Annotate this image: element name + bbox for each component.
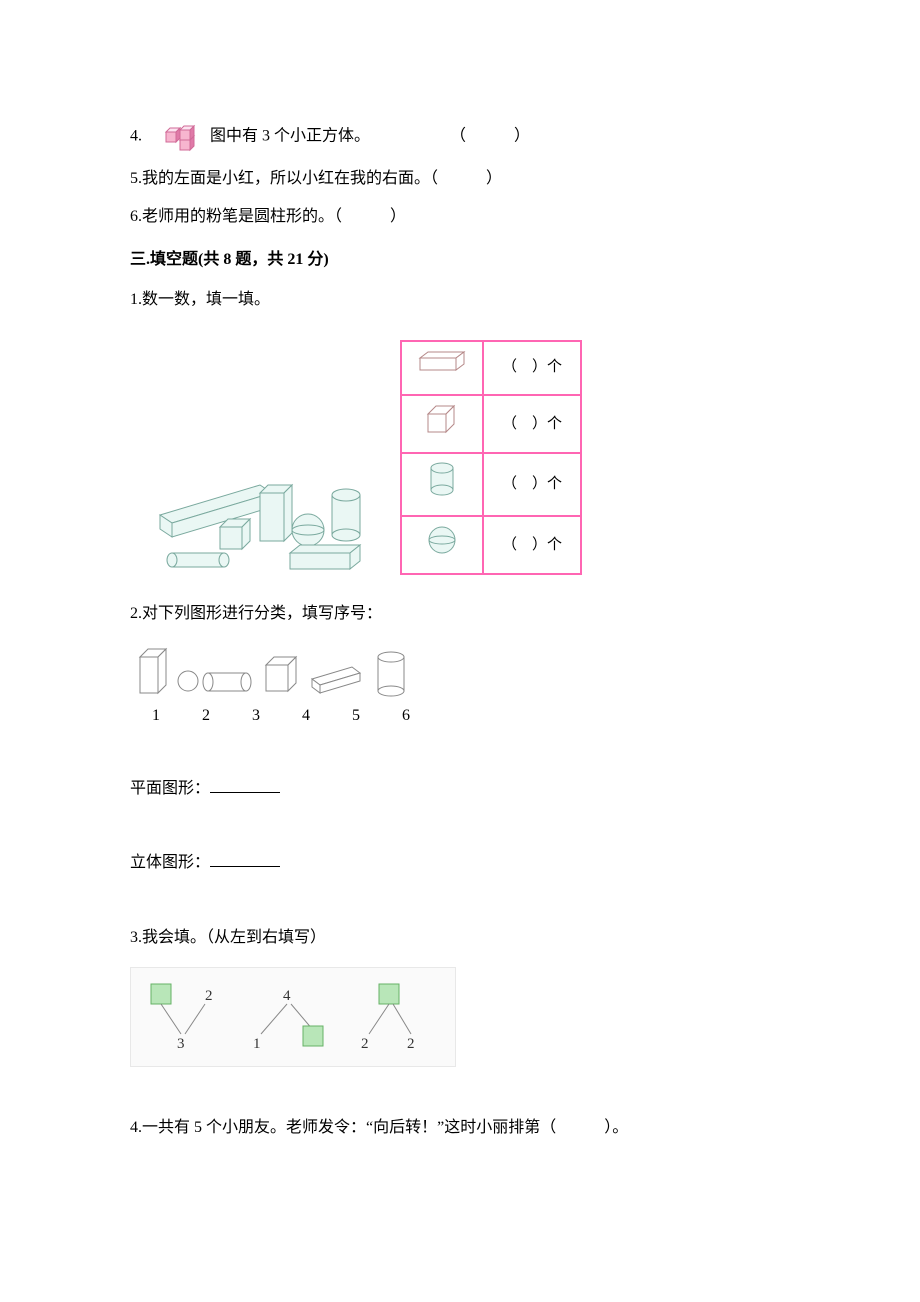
number-bonds: 2 3 4 1 2 2 [130, 967, 456, 1067]
fill-q1-prompt: 1.数一数，填一填。 [130, 285, 790, 315]
table-row: （ ）个 [401, 395, 581, 454]
table-row: （ ）个 [401, 516, 581, 575]
cubes-icon [162, 118, 206, 156]
tf-q4-prefix: 4. [130, 128, 158, 145]
tf-q4-text: 图中有 3 个小正方体。 （ ） [210, 128, 530, 145]
svg-text:2: 2 [205, 988, 213, 1004]
shape-num: 4 [302, 701, 348, 731]
classify-numbers: 1 2 3 4 5 6 [130, 701, 790, 731]
count-table: （ ）个 （ ）个 [400, 340, 582, 576]
fill-q2-prompt: 2.对下列图形进行分类，填写序号： [130, 599, 790, 629]
q2b-blank[interactable] [210, 850, 280, 867]
cylinder-icon [401, 453, 483, 516]
svg-text:2: 2 [407, 1036, 415, 1052]
shape-num: 5 [352, 701, 398, 731]
table-row: （ ）个 [401, 453, 581, 516]
svg-text:2: 2 [361, 1036, 369, 1052]
count-blank[interactable]: （ ）个 [483, 395, 581, 454]
shape-num: 3 [252, 701, 298, 731]
cuboid-icon [401, 341, 483, 395]
fill-q2a: 平面图形： [130, 774, 790, 804]
fill-q2b: 立体图形： [130, 848, 790, 878]
worksheet-page: 4. [0, 0, 920, 1211]
shape-num: 1 [152, 701, 198, 731]
shape-num: 6 [402, 701, 448, 731]
count-blank[interactable]: （ ）个 [483, 341, 581, 395]
svg-text:4: 4 [283, 988, 291, 1004]
shape-num: 2 [202, 701, 248, 731]
q2a-blank[interactable] [210, 776, 280, 793]
count-blank[interactable]: （ ）个 [483, 516, 581, 575]
sphere-icon [401, 516, 483, 575]
count-blank[interactable]: （ ）个 [483, 453, 581, 516]
svg-text:3: 3 [177, 1036, 185, 1052]
shape-pile [150, 415, 380, 575]
fill-q1-figure: （ ）个 （ ）个 [150, 340, 790, 576]
tf-q6: 6.老师用的粉笔是圆柱形的。（ ） [130, 202, 790, 232]
q2b-label: 立体图形： [130, 854, 210, 871]
tf-q5: 5.我的左面是小红，所以小红在我的右面。（ ） [130, 164, 790, 194]
section-3-title: 三.填空题(共 8 题，共 21 分) [130, 245, 790, 275]
cube-icon [401, 395, 483, 454]
q2a-label: 平面图形： [130, 780, 210, 797]
svg-text:1: 1 [253, 1036, 261, 1052]
table-row: （ ）个 [401, 341, 581, 395]
fill-q3-prompt: 3.我会填。（从左到右填写） [130, 923, 790, 953]
tf-q4: 4. [130, 118, 790, 156]
fill-q4: 4.一共有 5 个小朋友。老师发令：“向后转！”这时小丽排第（ ）。 [130, 1113, 790, 1143]
classify-shapes: 1 2 3 4 5 6 [130, 645, 790, 731]
